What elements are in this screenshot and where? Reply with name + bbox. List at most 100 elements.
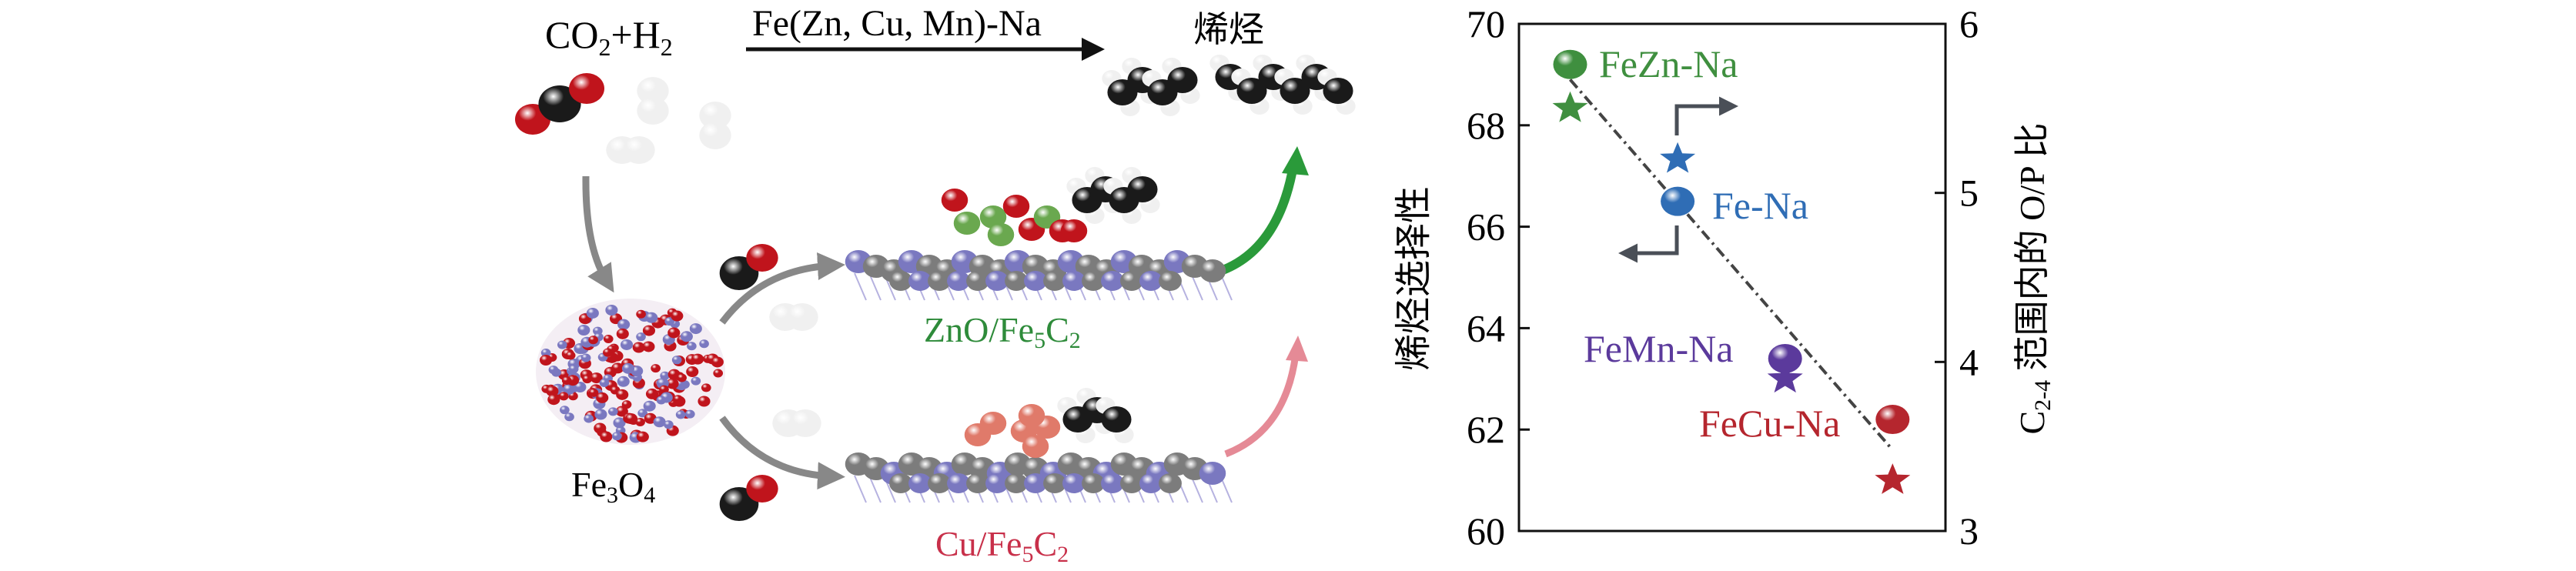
lattice-atom: [664, 420, 674, 429]
lattice-atom: [547, 394, 560, 406]
left-tick-label: 62: [1467, 408, 1505, 451]
star-point-fe-na: [1660, 142, 1696, 173]
lattice-atom: [561, 376, 572, 386]
zno-cluster-atom: [987, 223, 1015, 246]
lattice-atom: [666, 378, 679, 389]
lattice-atom: [588, 388, 599, 397]
surface-atom: [1043, 473, 1066, 493]
right-tick-label: 4: [1959, 340, 1979, 383]
surface-atom: [928, 473, 951, 493]
lattice-atom: [677, 373, 687, 382]
surface-atom: [1139, 473, 1163, 493]
surface-atom: [1199, 259, 1226, 282]
cu-cluster-atom: [1018, 404, 1045, 427]
right-tick-label: 5: [1959, 172, 1979, 215]
star-point-fecu-na: [1875, 463, 1911, 494]
surface-atom: [1159, 271, 1182, 291]
lattice-atom: [582, 375, 593, 384]
lattice-atom: [617, 376, 630, 387]
lattice-atom: [675, 410, 686, 419]
lattice-atom: [651, 364, 661, 373]
lattice-atom: [574, 382, 587, 393]
right-axis-label: C2-4 范围内的 O/P 比: [2012, 122, 2056, 434]
carbon-atom: [1127, 176, 1158, 202]
lattice-atom: [624, 413, 638, 425]
surface-atom: [947, 271, 970, 291]
surface-atom: [908, 473, 932, 493]
lattice-atom: [698, 396, 711, 407]
cu-cluster-atom: [1022, 435, 1049, 458]
lattice-atom: [685, 409, 695, 419]
lattice-atom: [636, 431, 649, 442]
lattice-atom: [588, 336, 598, 345]
zno-cluster-atom: [1002, 195, 1030, 218]
lattice-atom: [642, 341, 655, 352]
lattice-atom: [616, 328, 629, 339]
green-arrow: [1213, 164, 1298, 278]
surface-atom: [928, 271, 951, 291]
surface-atom: [1043, 271, 1066, 291]
hydrogen-atom: [699, 102, 731, 129]
lattice-atom: [607, 407, 618, 416]
lattice-atom: [596, 392, 609, 403]
left-tick-label: 68: [1467, 104, 1505, 147]
left-tick-label: 70: [1467, 2, 1505, 45]
lattice-atom: [691, 353, 704, 365]
star-point-femn-na: [1767, 362, 1803, 393]
lattice-atom: [546, 386, 559, 397]
lattice-atom: [645, 312, 658, 323]
lattice-atom: [568, 364, 579, 373]
lattice-atom: [540, 349, 551, 358]
precursor-label: Fe3O4: [571, 465, 655, 508]
gray-arrow-lower: [719, 416, 845, 490]
surface-atom: [1101, 473, 1124, 493]
lattice-atom: [616, 389, 629, 400]
circle-point-fezn-na: [1553, 49, 1587, 79]
lattice-atom: [659, 385, 669, 394]
lattice-bond: [854, 475, 867, 503]
right-tick-label: 3: [1959, 509, 1979, 553]
hydrogen-atom: [789, 409, 821, 437]
left-tick-label: 64: [1467, 306, 1505, 349]
lattice-atom: [671, 356, 682, 365]
lattice-atom: [600, 431, 613, 442]
lattice-atom: [565, 351, 576, 360]
lattice-atom: [564, 412, 574, 422]
lattice-atom: [711, 356, 724, 368]
lattice-atom: [671, 310, 684, 322]
trend-line: [1568, 78, 1894, 451]
surface-atom: [1159, 473, 1182, 493]
surface-atom: [1005, 473, 1028, 493]
lattice-atom: [590, 372, 603, 384]
left-axis-label: 烯烃选择性: [1393, 186, 1434, 371]
lattice-atom: [557, 340, 567, 349]
zno-cluster-atom: [979, 205, 1007, 229]
surface-atom: [985, 473, 1009, 493]
surface-atom: [966, 473, 989, 493]
product-label: 烯烃: [1193, 10, 1264, 49]
oxygen-atom: [569, 73, 604, 104]
circle-point-fe-na: [1661, 186, 1695, 216]
catalyst-label: Fe(Zn, Cu, Mn)-Na: [752, 3, 1042, 44]
lattice-atom: [617, 319, 631, 330]
lattice-bond: [868, 475, 882, 503]
hydrogen-atom: [699, 122, 731, 149]
label-fezn-na: FeZn-Na: [1599, 42, 1738, 85]
lattice-bond: [854, 272, 867, 301]
lattice-atom: [613, 417, 626, 429]
chart: 60 62 64 66 68 70 3 4 5 6 烯烃选择性 C2-4 范围内的 O/P 比 F…: [1393, 2, 2056, 553]
surface-atom: [1005, 271, 1028, 291]
zno-cluster-atom: [1060, 219, 1088, 242]
lattice-atom: [691, 376, 701, 386]
lattice-atom: [636, 332, 646, 342]
lattice-atom: [699, 339, 709, 349]
lattice-atom: [635, 417, 645, 426]
lattice-atom: [605, 305, 618, 316]
gray-arrow-upper: [719, 252, 845, 325]
lattice-atom: [621, 362, 635, 374]
right-tick-label: 6: [1959, 2, 1979, 45]
zno-fe5c2-label: ZnO/Fe5C2: [924, 310, 1081, 353]
lattice-atom: [660, 371, 670, 380]
zno-cluster-atom: [953, 212, 981, 235]
